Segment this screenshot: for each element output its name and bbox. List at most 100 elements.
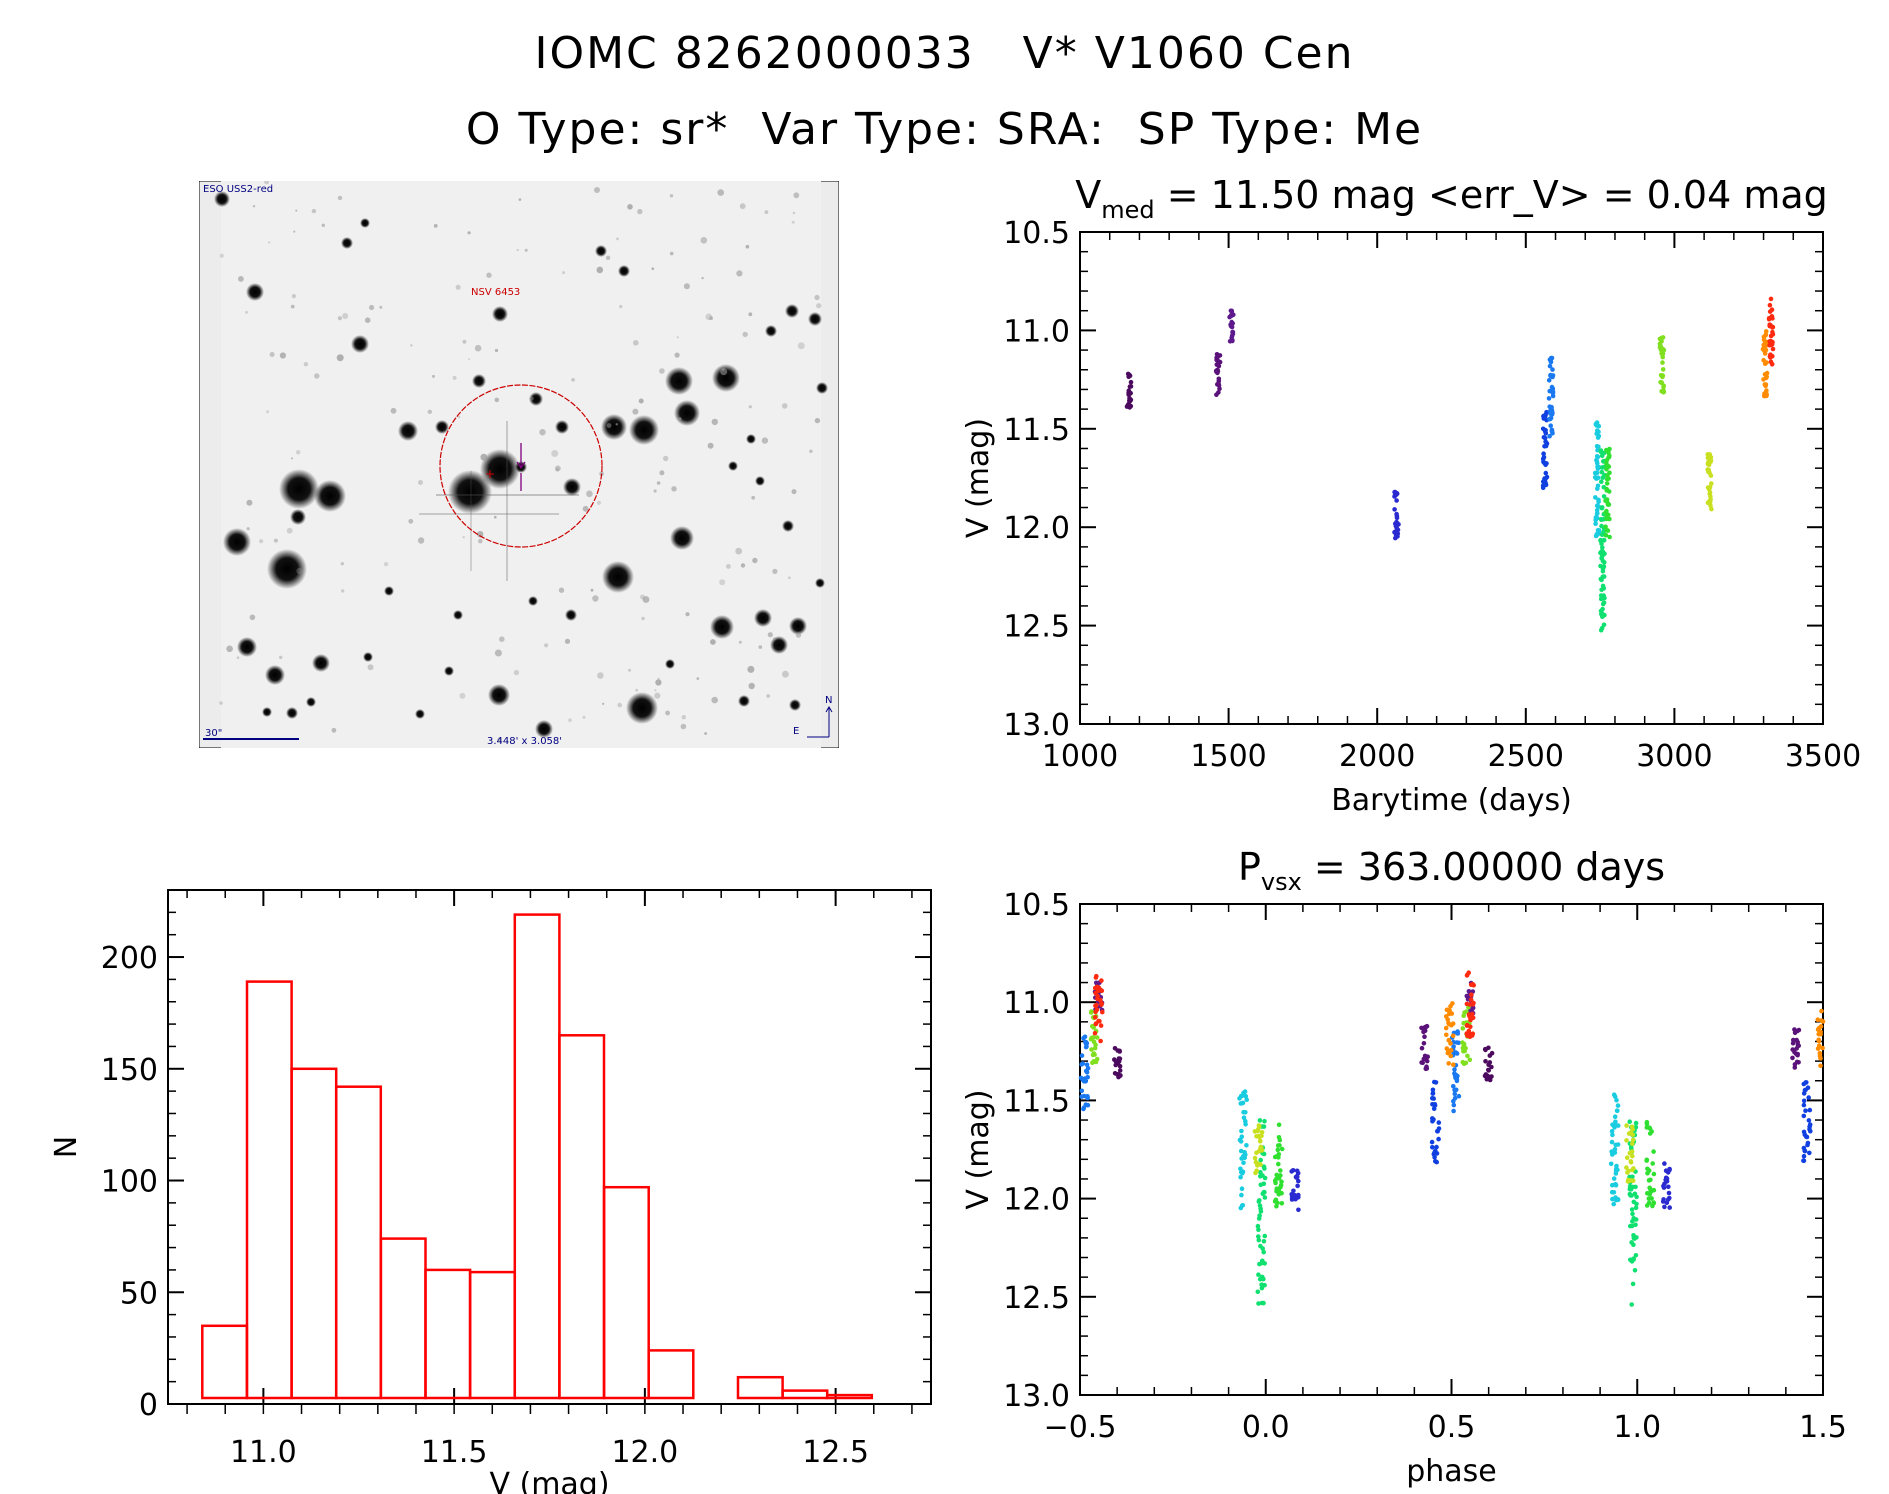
faint-star-icon bbox=[269, 352, 275, 357]
data-point bbox=[1276, 1161, 1281, 1167]
data-point bbox=[1258, 1182, 1264, 1188]
faint-star-icon bbox=[551, 450, 559, 457]
faint-star-icon bbox=[616, 237, 619, 241]
faint-star-icon bbox=[632, 408, 639, 415]
data-point bbox=[1630, 1153, 1635, 1159]
data-point bbox=[1770, 346, 1776, 352]
data-point bbox=[1277, 1137, 1283, 1143]
data-point bbox=[1769, 307, 1775, 313]
faint-star-icon bbox=[638, 398, 644, 404]
data-point bbox=[1543, 443, 1549, 449]
faint-star-icon bbox=[586, 490, 593, 498]
histogram-bar bbox=[736, 1375, 784, 1400]
star-icon bbox=[626, 692, 658, 724]
data-point bbox=[1279, 1201, 1285, 1206]
data-point bbox=[1216, 381, 1221, 386]
faint-star-icon bbox=[748, 312, 753, 317]
y-axis-label: V (mag) bbox=[961, 418, 996, 538]
data-point bbox=[1604, 497, 1610, 502]
x-tick-label: 1000 bbox=[1042, 739, 1118, 774]
data-point bbox=[1548, 423, 1553, 429]
star-icon bbox=[286, 707, 298, 719]
data-point bbox=[1128, 390, 1133, 396]
data-point bbox=[1094, 1035, 1100, 1040]
data-point bbox=[1098, 997, 1103, 1003]
data-point bbox=[1540, 485, 1546, 491]
data-point bbox=[1644, 1158, 1649, 1163]
survey-label: ESO USS2-red bbox=[203, 184, 273, 195]
faint-star-icon bbox=[704, 732, 707, 735]
data-point bbox=[1767, 354, 1773, 359]
faint-star-icon bbox=[726, 564, 731, 569]
data-point bbox=[1595, 483, 1601, 489]
data-point bbox=[1707, 490, 1713, 495]
data-point bbox=[1091, 1039, 1097, 1045]
data-point bbox=[1763, 343, 1769, 349]
data-point bbox=[1815, 1017, 1821, 1022]
data-point bbox=[1761, 357, 1766, 363]
data-point bbox=[1279, 1146, 1285, 1152]
data-point bbox=[1806, 1118, 1812, 1123]
data-point bbox=[1624, 1155, 1630, 1160]
data-point bbox=[1394, 513, 1400, 519]
data-point bbox=[1601, 622, 1607, 628]
data-point bbox=[1629, 1207, 1635, 1212]
data-point bbox=[1803, 1108, 1808, 1113]
data-point bbox=[1605, 502, 1611, 507]
phased-points bbox=[1078, 970, 1826, 1307]
data-point bbox=[1664, 1179, 1670, 1184]
data-point bbox=[1546, 396, 1552, 401]
star-icon bbox=[710, 615, 734, 639]
data-point bbox=[1818, 1063, 1823, 1069]
data-point bbox=[1549, 407, 1555, 413]
faint-star-icon bbox=[711, 696, 718, 704]
data-point bbox=[1612, 1125, 1617, 1130]
histogram-bar bbox=[558, 1034, 606, 1400]
data-point bbox=[1258, 1157, 1263, 1163]
faint-star-icon bbox=[696, 677, 700, 680]
data-point bbox=[1630, 1126, 1635, 1132]
data-point bbox=[1465, 1022, 1470, 1028]
data-point bbox=[1601, 537, 1607, 543]
faint-star-icon bbox=[710, 639, 716, 645]
data-point bbox=[1615, 1197, 1621, 1202]
y-tick-label: 13.0 bbox=[1003, 708, 1070, 743]
data-point bbox=[1804, 1080, 1809, 1085]
data-point bbox=[1666, 1190, 1672, 1196]
data-point bbox=[1289, 1195, 1295, 1200]
data-point bbox=[1818, 1024, 1824, 1029]
target-label: NSV 6453 bbox=[471, 287, 520, 298]
data-point bbox=[1274, 1172, 1279, 1178]
data-point bbox=[1128, 403, 1134, 409]
faint-star-icon bbox=[752, 557, 758, 564]
faint-star-icon bbox=[751, 495, 756, 500]
data-point bbox=[1614, 1108, 1620, 1113]
faint-star-icon bbox=[596, 500, 602, 505]
data-point bbox=[1094, 1007, 1100, 1013]
faint-star-icon bbox=[321, 223, 325, 227]
data-point bbox=[1419, 1045, 1425, 1051]
data-point bbox=[1633, 1222, 1638, 1228]
data-point bbox=[1549, 384, 1555, 390]
faint-star-icon bbox=[286, 527, 293, 534]
data-point bbox=[1768, 323, 1773, 328]
data-point bbox=[1092, 1030, 1098, 1036]
data-point bbox=[1600, 545, 1605, 550]
data-point bbox=[1098, 1023, 1104, 1028]
faint-star-icon bbox=[814, 417, 821, 424]
faint-star-icon bbox=[341, 589, 345, 593]
faint-star-icon bbox=[791, 489, 797, 495]
data-point bbox=[1276, 1122, 1282, 1128]
data-point bbox=[1630, 1132, 1636, 1138]
data-point bbox=[1543, 482, 1549, 488]
faint-star-icon bbox=[788, 576, 791, 580]
faint-star-icon bbox=[773, 637, 776, 641]
faint-star-icon bbox=[273, 538, 278, 543]
star-icon bbox=[529, 392, 543, 406]
data-point bbox=[1646, 1178, 1652, 1183]
faint-star-icon bbox=[474, 344, 482, 352]
y-tick-label: 0 bbox=[139, 1388, 158, 1423]
faint-star-icon bbox=[654, 689, 657, 692]
data-point bbox=[1609, 1129, 1615, 1134]
data-point bbox=[1595, 464, 1600, 470]
